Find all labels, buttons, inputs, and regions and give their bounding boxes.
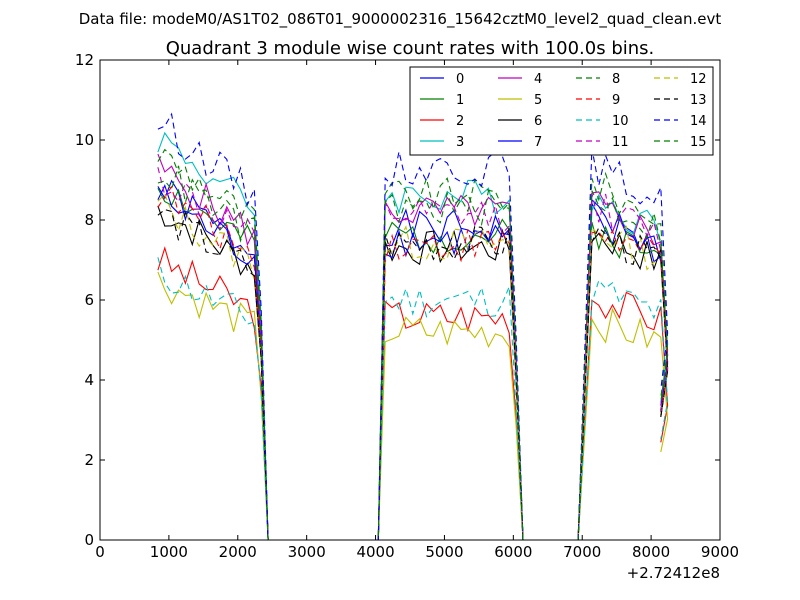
legend-label-2: 2 — [456, 114, 464, 129]
legend-label-9: 9 — [612, 93, 620, 108]
x-offset-label: +2.72412e8 — [627, 564, 720, 582]
legend-label-13: 13 — [690, 93, 707, 108]
chart-title: Quadrant 3 module wise count rates with … — [166, 38, 655, 59]
series-line-11 — [157, 167, 669, 541]
x-tick-label: 9000 — [701, 543, 739, 561]
series-line-15 — [157, 165, 669, 541]
ticks-layer: 0 1000 2000 3000 4000 5000 6000 7000 8000 9000 0 2 4… — [75, 51, 739, 561]
x-tick-label: 0 — [95, 543, 105, 561]
series-line-10 — [157, 257, 669, 541]
legend-label-1: 1 — [456, 93, 464, 108]
series-layer — [157, 112, 669, 541]
series-line-14 — [157, 112, 669, 541]
legend-label-0: 0 — [456, 72, 464, 87]
legend-label-15: 15 — [690, 135, 707, 150]
series-line-13 — [157, 208, 669, 541]
y-tick-label: 4 — [84, 371, 94, 389]
y-tick-label: 10 — [75, 131, 94, 149]
series-line-2 — [157, 246, 669, 541]
series-line-6 — [157, 205, 669, 541]
x-tick-label: 3000 — [288, 543, 326, 561]
x-tick-label: 2000 — [219, 543, 257, 561]
legend-label-7: 7 — [534, 135, 542, 150]
legend-label-14: 14 — [690, 114, 707, 129]
legend-label-3: 3 — [456, 135, 464, 150]
series-line-12 — [157, 193, 669, 541]
series-line-5 — [157, 271, 669, 541]
y-tick-label: 0 — [84, 531, 94, 549]
y-tick-label: 12 — [75, 51, 94, 69]
y-tick-label: 2 — [84, 451, 94, 469]
x-tick-label: 1000 — [150, 543, 188, 561]
legend-label-10: 10 — [612, 114, 629, 129]
legend-label-6: 6 — [534, 114, 542, 129]
legend-label-8: 8 — [612, 72, 620, 87]
y-tick-label: 6 — [84, 291, 94, 309]
series-line-8 — [157, 148, 669, 541]
legend-label-5: 5 — [534, 93, 542, 108]
legend-label-11: 11 — [612, 135, 629, 150]
x-tick-label: 6000 — [494, 543, 532, 561]
legend-label-4: 4 — [534, 72, 542, 87]
x-tick-label: 4000 — [356, 543, 394, 561]
legend-label-12: 12 — [690, 72, 707, 87]
x-tick-label: 7000 — [563, 543, 601, 561]
figure-suptitle: Data file: modeM0/AS1T02_086T01_90000023… — [79, 10, 722, 29]
legend-box — [409, 66, 714, 156]
axes-frame — [99, 59, 721, 541]
x-tick-label: 8000 — [632, 543, 670, 561]
x-tick-label: 5000 — [425, 543, 463, 561]
y-tick-label: 8 — [84, 211, 94, 229]
series-line-9 — [157, 185, 669, 541]
